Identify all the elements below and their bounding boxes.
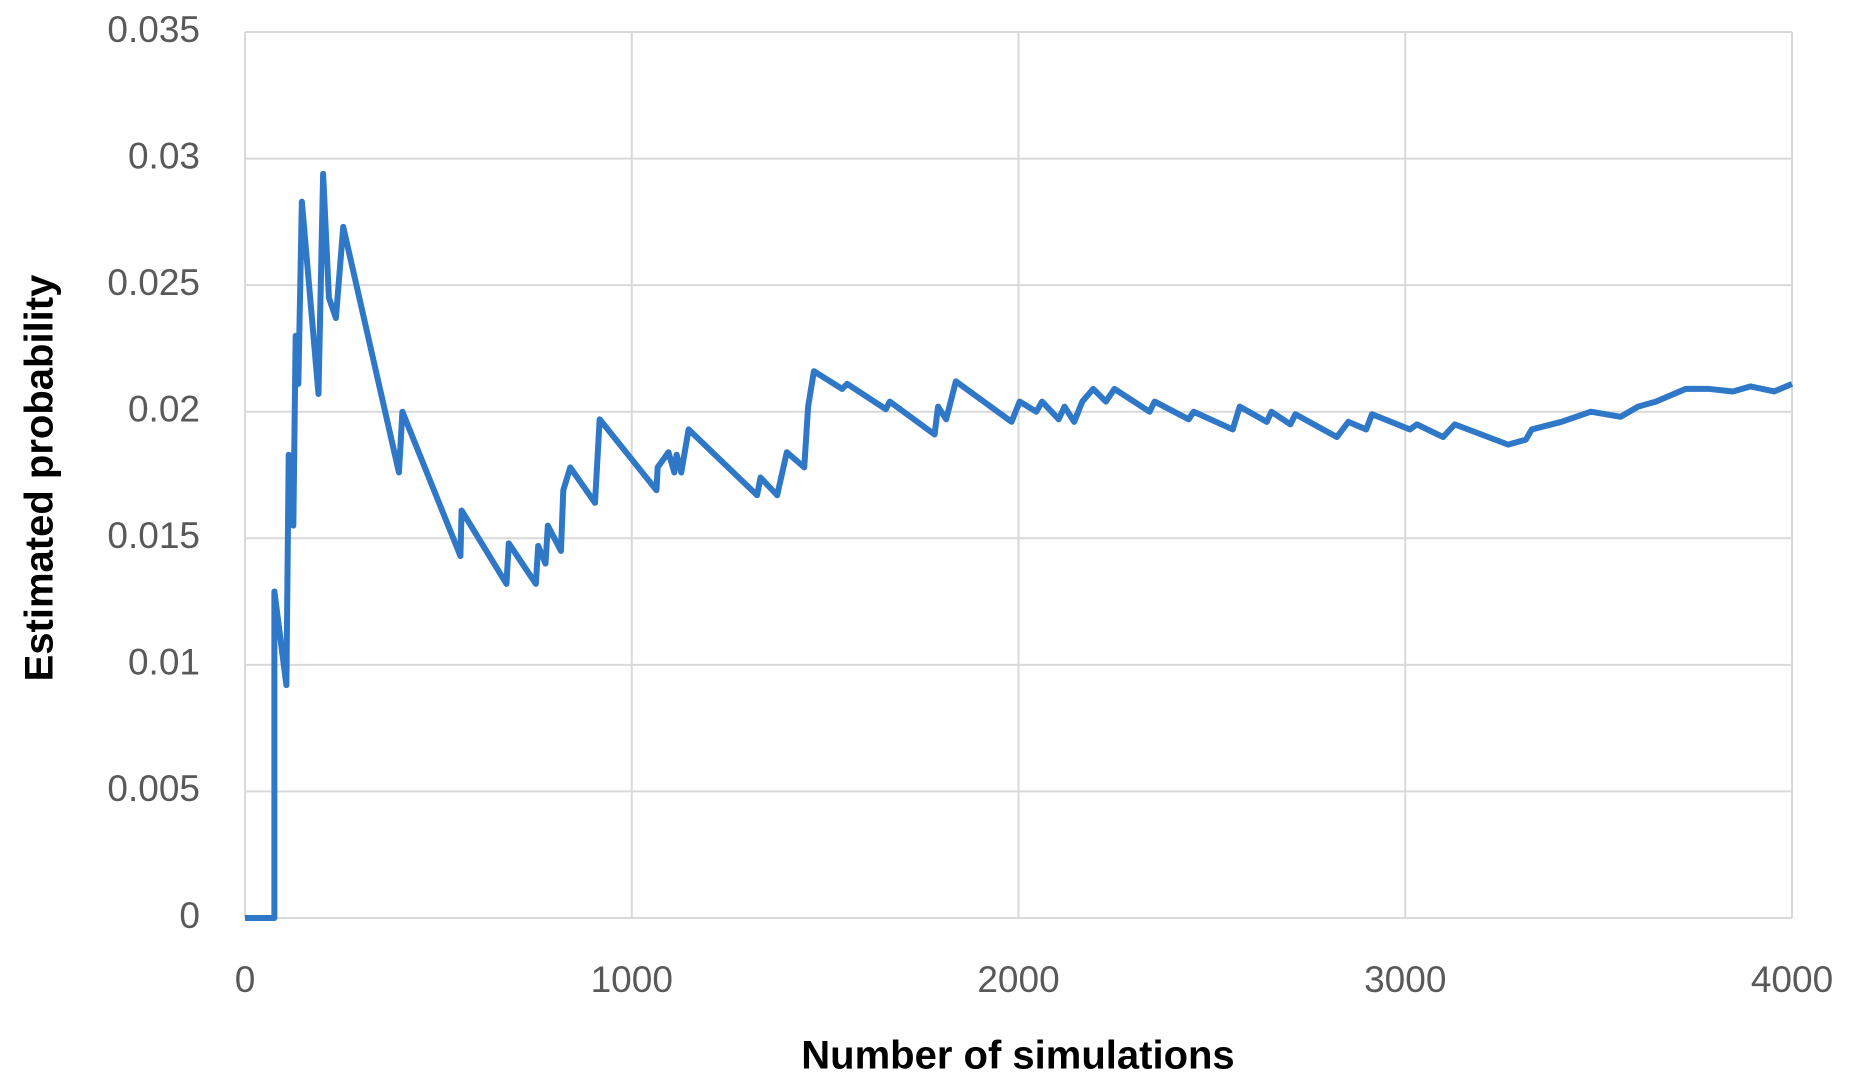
y-tick-label: 0.025 bbox=[107, 262, 200, 303]
y-tick-label: 0.01 bbox=[128, 642, 200, 683]
data-line bbox=[245, 170, 1794, 921]
y-tick-label: 0.03 bbox=[128, 135, 200, 176]
x-tick-label: 3000 bbox=[1364, 959, 1446, 1000]
y-tick-label: 0.005 bbox=[107, 768, 200, 809]
y-tick-label: 0.02 bbox=[128, 388, 200, 429]
y-axis-title: Estimated probability bbox=[18, 274, 62, 681]
y-tick-label: 0.015 bbox=[107, 515, 200, 556]
x-tick-label: 1000 bbox=[591, 959, 673, 1000]
y-tick-label: 0 bbox=[179, 895, 200, 936]
y-tick-label: 0.035 bbox=[107, 9, 200, 50]
x-tick-label: 0 bbox=[235, 959, 256, 1000]
x-tick-label: 4000 bbox=[1751, 959, 1833, 1000]
x-tick-label: 2000 bbox=[977, 959, 1059, 1000]
x-axis-title: Number of simulations bbox=[801, 1034, 1234, 1078]
